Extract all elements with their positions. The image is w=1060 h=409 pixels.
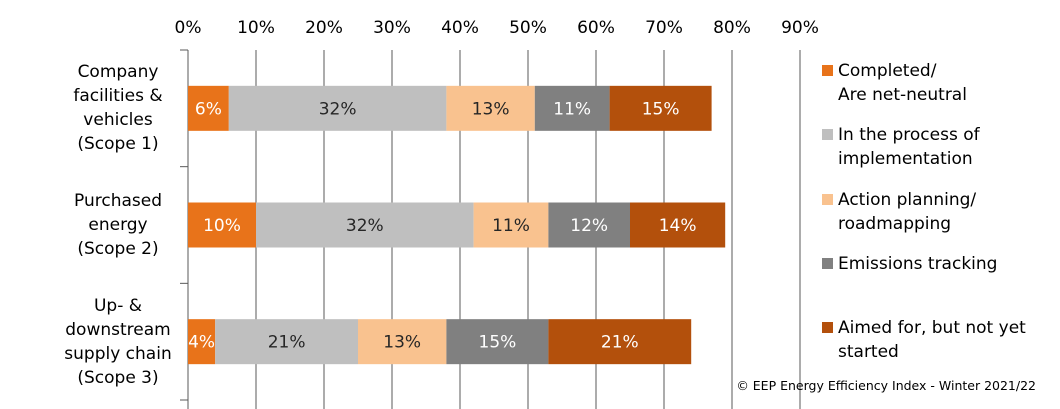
bar-segment (256, 202, 474, 248)
x-tick-label: 70% (645, 18, 683, 38)
value-label: 21% (268, 333, 306, 353)
value-label: 13% (383, 333, 421, 353)
bar-segment (446, 319, 549, 365)
bar-segment (548, 202, 630, 248)
value-label: 12% (570, 216, 608, 236)
bar-segment (188, 319, 216, 365)
value-label: 11% (492, 216, 530, 236)
bar-segment (446, 85, 535, 131)
x-tick-label: 0% (175, 18, 202, 38)
bar-segment (548, 319, 692, 365)
value-label: 10% (203, 216, 241, 236)
value-label: 14% (659, 216, 697, 236)
bar-segment (188, 85, 229, 131)
bar-segment (630, 202, 726, 248)
legend-label: Emissions tracking (838, 254, 998, 274)
legend-swatch (822, 322, 833, 333)
bar-segment (609, 85, 712, 131)
value-label: 13% (472, 99, 510, 119)
value-label: 21% (601, 333, 639, 353)
y-tick-label: Company facilities & vehicles (Scope 1) (73, 62, 163, 155)
bar-segment (473, 202, 549, 248)
legend-label: Aimed for, but not yet started (838, 318, 1026, 362)
x-tick-label: 10% (237, 18, 275, 38)
bar-segment (188, 202, 256, 248)
legend-label: Action planning/ roadmapping (838, 190, 977, 234)
y-tick-label: Up- & downstream supply chain (Scope 3) (64, 295, 172, 388)
x-tick-label: 50% (509, 18, 547, 38)
bar-segment (358, 319, 447, 365)
x-tick-label: 40% (441, 18, 479, 38)
bar-segment (534, 85, 610, 131)
source: © EEP Energy Efficiency Index - Winter 2… (736, 378, 1036, 393)
value-label: 4% (188, 333, 215, 353)
value-label: 6% (195, 99, 222, 119)
legend-label: Completed/ Are net-neutral (838, 61, 967, 105)
x-tick-label: 30% (373, 18, 411, 38)
x-tick-label: 80% (713, 18, 751, 38)
legend-swatch (822, 129, 833, 140)
x-tick-label: 90% (781, 18, 819, 38)
y-tick-label: Purchased energy (Scope 2) (74, 191, 162, 259)
bar-segment (215, 319, 358, 365)
legend-swatch (822, 65, 833, 76)
bar-segment (228, 85, 447, 131)
value-label: 15% (642, 99, 680, 119)
legend-label: In the process of implementation (838, 125, 980, 169)
value-label: 32% (319, 99, 357, 119)
value-label: 11% (553, 99, 591, 119)
x-tick-label: 60% (577, 18, 615, 38)
x-tick-label: 20% (305, 18, 343, 38)
legend-swatch (822, 194, 833, 205)
value-label: 15% (479, 333, 517, 353)
legend-swatch (822, 258, 833, 269)
value-label: 32% (346, 216, 384, 236)
